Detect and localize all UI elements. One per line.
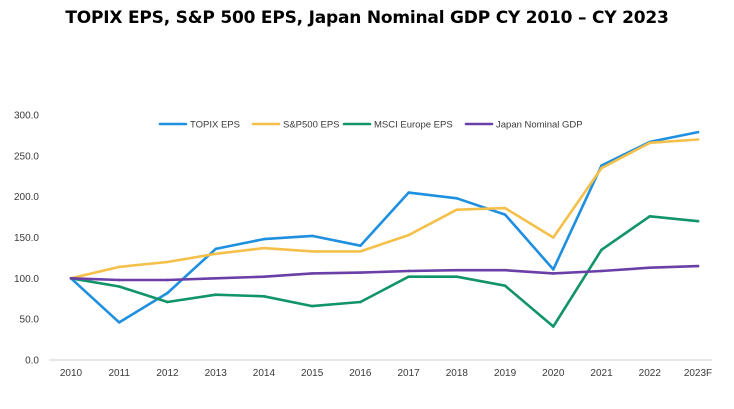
- data-point: [214, 293, 217, 296]
- data-point: [214, 252, 217, 256]
- data-point: [648, 266, 652, 270]
- data-point: [455, 197, 459, 200]
- data-point: [552, 325, 555, 328]
- data-point: [117, 278, 121, 282]
- data-point: [359, 271, 362, 274]
- data-point: [166, 291, 169, 295]
- data-point: [310, 304, 314, 308]
- data-point: [69, 277, 73, 280]
- legend-label: MSCI Europe EPS: [374, 120, 453, 131]
- data-point: [648, 214, 652, 218]
- series-line-0: [69, 130, 700, 324]
- data-point: [166, 260, 169, 264]
- y-tick-label: 250.0: [14, 151, 39, 162]
- data-point: [696, 130, 700, 134]
- y-tick-label: 150.0: [14, 233, 39, 244]
- data-point: [117, 321, 121, 324]
- data-point: [503, 268, 507, 272]
- data-point: [455, 275, 459, 279]
- data-point: [117, 265, 121, 269]
- data-point: [648, 141, 652, 145]
- y-tick-label: 200.0: [14, 192, 39, 203]
- x-tick-label: 2013: [205, 368, 228, 379]
- legend-label: TOPIX EPS: [190, 120, 240, 131]
- data-point: [359, 300, 362, 304]
- data-point: [166, 300, 169, 304]
- x-tick-label: 2019: [494, 368, 517, 379]
- data-point: [359, 250, 362, 253]
- x-tick-label: 2010: [60, 368, 83, 379]
- data-point: [552, 236, 555, 239]
- data-point: [600, 269, 603, 273]
- series-line-1: [69, 138, 700, 280]
- data-point: [600, 248, 603, 252]
- x-axis: 2010 2011 2012 2013 2014 2015 2016 2017 2018 2019…: [60, 368, 712, 379]
- x-tick-label: 2016: [349, 368, 372, 379]
- x-tick-label: 2017: [397, 368, 420, 379]
- y-tick-label: 300.0: [14, 111, 39, 122]
- data-point: [310, 234, 314, 238]
- data-point: [407, 269, 410, 273]
- x-tick-label: 2011: [108, 368, 130, 379]
- x-tick-label: 2022: [639, 368, 662, 379]
- data-point: [503, 206, 507, 210]
- data-point: [214, 277, 217, 280]
- data-point: [552, 272, 555, 275]
- data-point: [696, 264, 700, 268]
- x-tick-label: 2014: [253, 368, 276, 379]
- series-line-3: [69, 264, 700, 282]
- series-lines: [69, 130, 700, 328]
- data-point: [214, 247, 217, 251]
- data-point: [359, 244, 362, 247]
- data-point: [552, 268, 555, 271]
- y-axis: 0.0 50.0 100.0 150.0 200.0 250.0 300.0: [14, 111, 39, 367]
- legend: TOPIX EPS S&P500 EPS MSCI Europe EPS Japan …: [158, 120, 583, 131]
- legend-label: S&P500 EPS: [283, 120, 340, 131]
- chart-title: TOPIX EPS, S&P 500 EPS, Japan Nominal GD…: [65, 8, 669, 28]
- x-tick-label: 2015: [301, 368, 324, 379]
- data-point: [407, 191, 410, 194]
- data-point: [600, 166, 603, 170]
- x-tick-label: 2021: [590, 368, 613, 379]
- x-tick-label: 2012: [156, 368, 179, 379]
- data-point: [262, 246, 266, 250]
- data-point: [455, 208, 459, 212]
- data-point: [262, 295, 266, 298]
- data-point: [696, 138, 700, 141]
- x-tick-label: 2020: [542, 368, 565, 379]
- y-tick-label: 100.0: [14, 274, 39, 285]
- data-point: [696, 219, 700, 223]
- data-point: [310, 272, 314, 275]
- data-point: [117, 285, 121, 288]
- data-point: [503, 284, 507, 287]
- y-tick-label: 0.0: [25, 356, 39, 367]
- data-point: [166, 278, 169, 282]
- x-tick-label: 2018: [446, 368, 469, 379]
- data-point: [407, 275, 410, 279]
- legend-label: Japan Nominal GDP: [496, 120, 583, 131]
- y-tick-label: 50.0: [20, 315, 40, 326]
- data-point: [262, 275, 266, 279]
- series-line-2: [69, 215, 700, 328]
- data-point: [310, 250, 314, 253]
- data-point: [262, 237, 266, 241]
- data-point: [503, 213, 507, 216]
- x-tick-label: 2023F: [684, 368, 712, 379]
- data-point: [455, 268, 459, 272]
- data-point: [407, 233, 410, 237]
